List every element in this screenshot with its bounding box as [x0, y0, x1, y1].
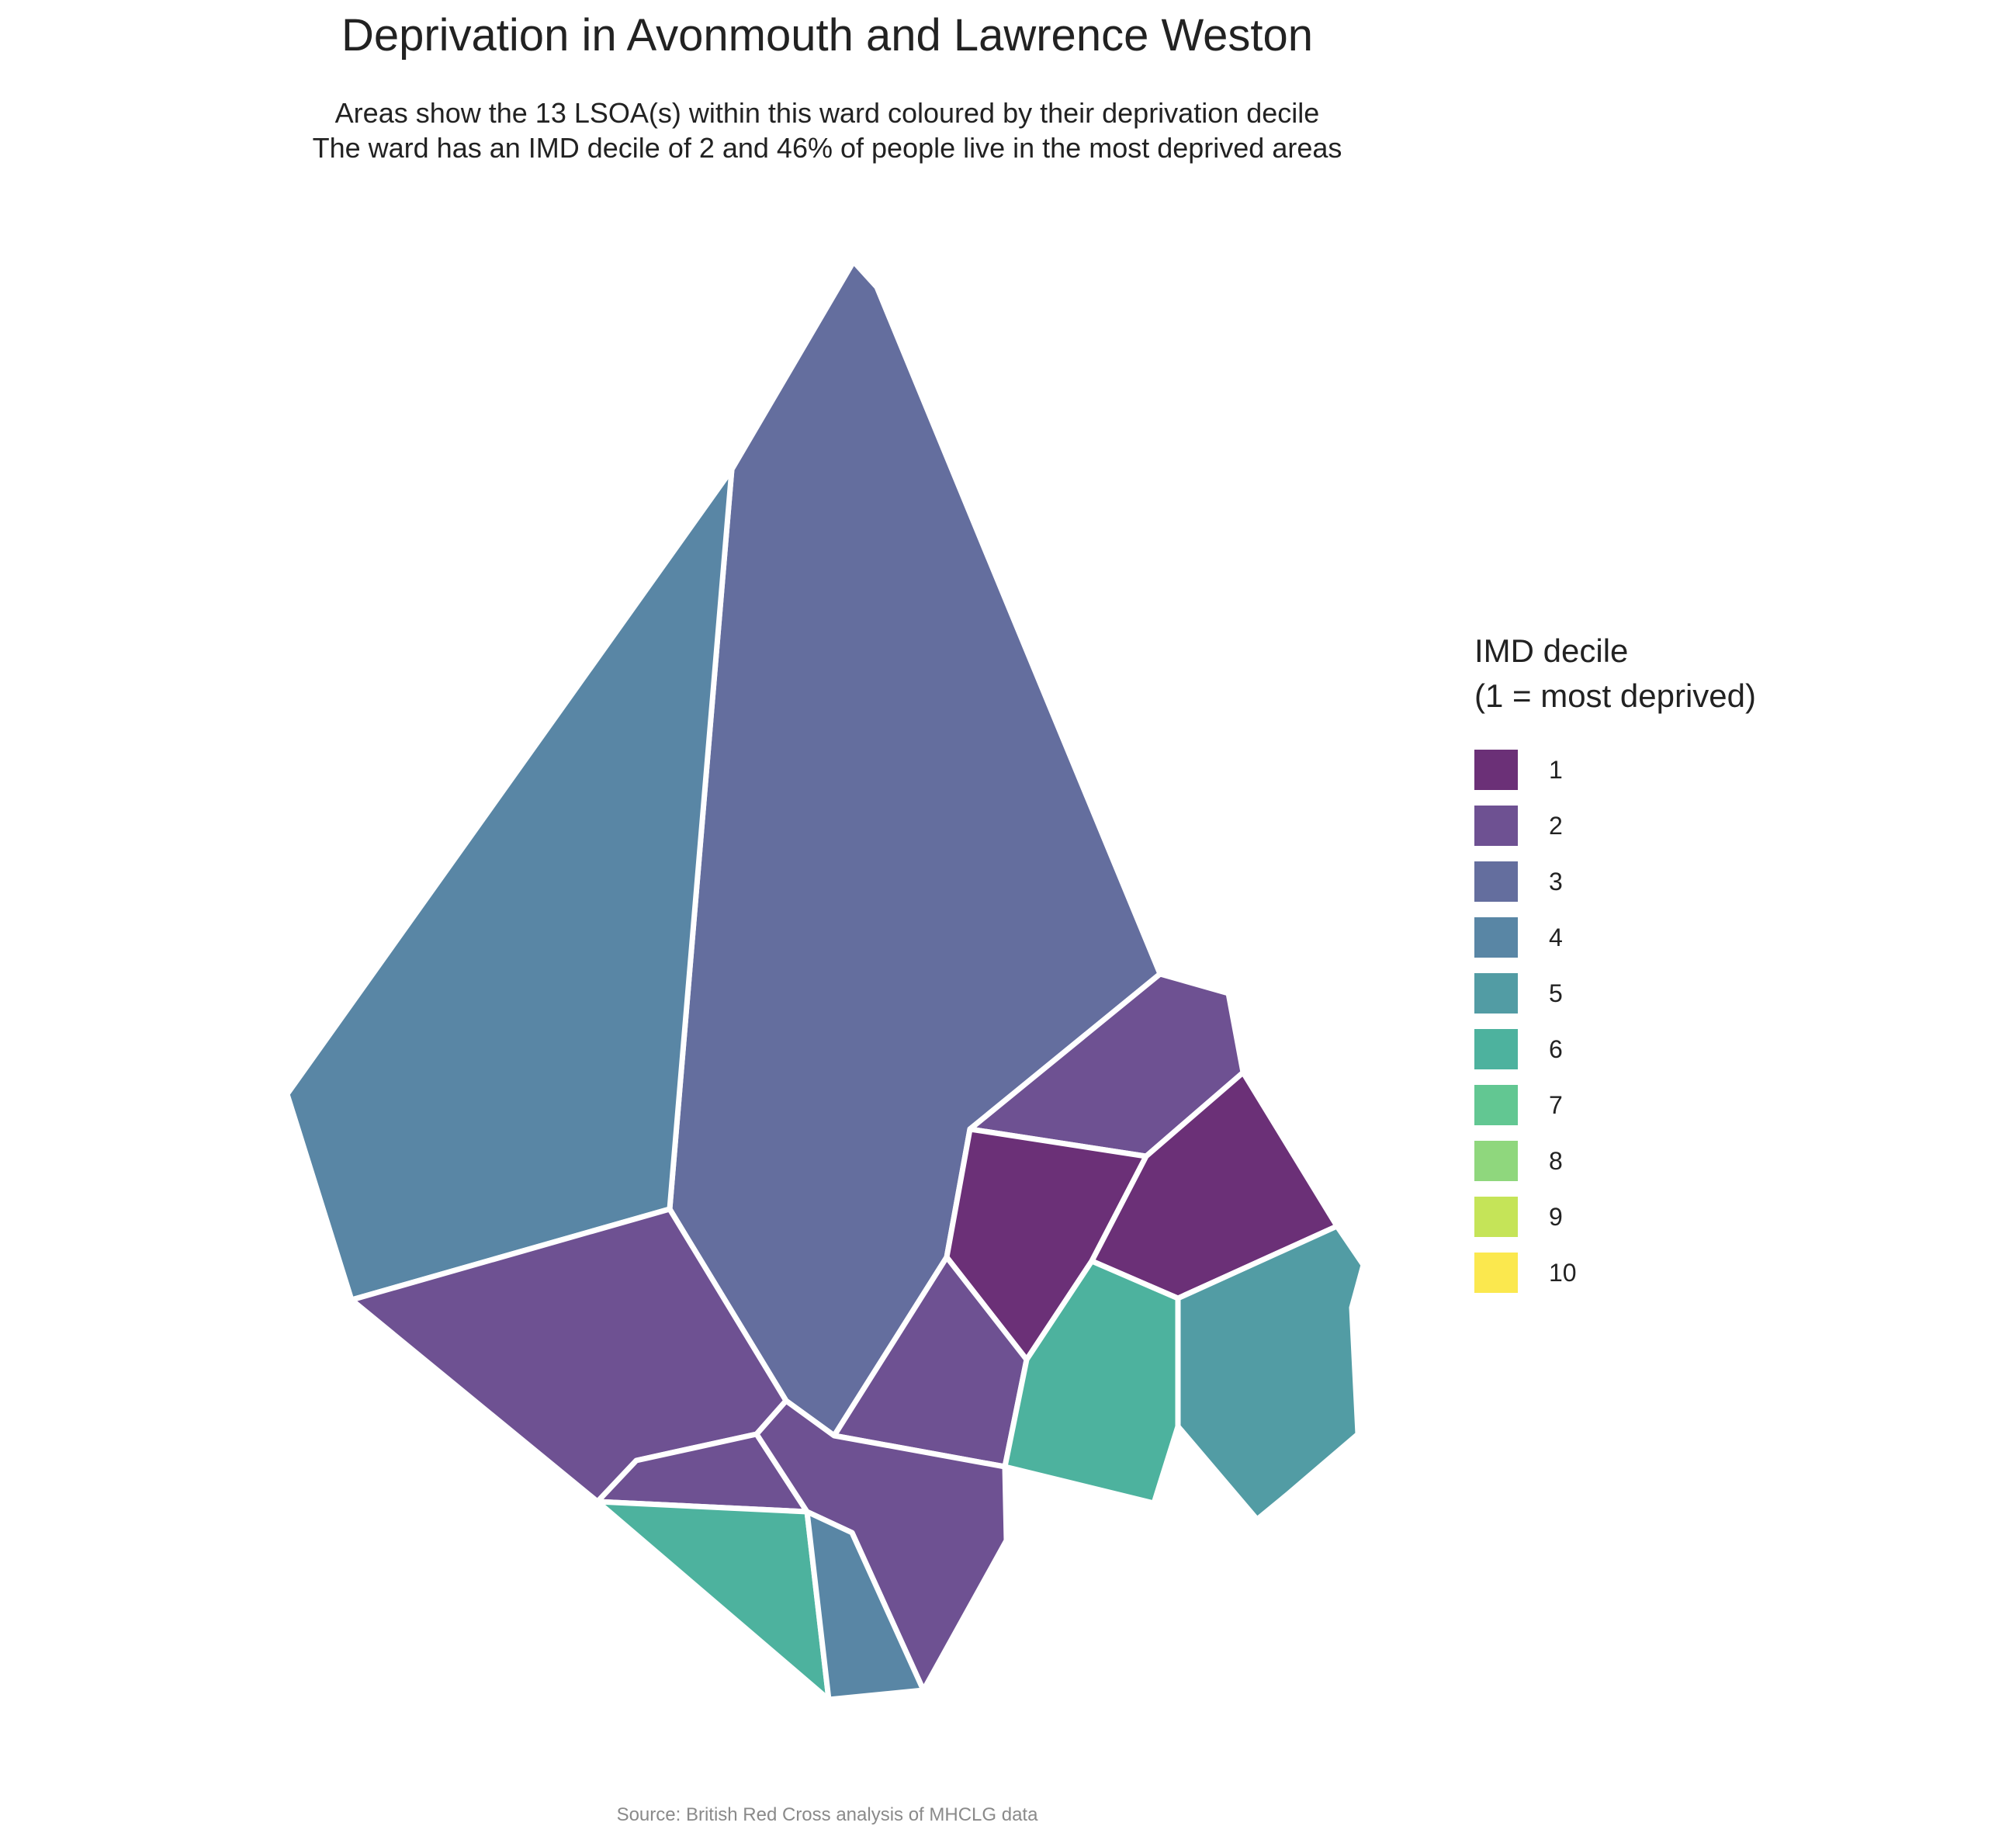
legend-item-3: 3: [1474, 854, 1756, 910]
legend-title-line1: IMD decile: [1474, 632, 1629, 669]
legend-swatch: [1474, 1141, 1518, 1181]
legend-label: 8: [1549, 1146, 1563, 1175]
chart-title: Deprivation in Avonmouth and Lawrence We…: [341, 10, 1314, 61]
legend-swatch: [1474, 861, 1518, 902]
legend-item-7: 7: [1474, 1077, 1756, 1133]
legend-label: 2: [1549, 811, 1563, 840]
legend-swatch: [1474, 1253, 1518, 1293]
chart-subtitle-line1: Areas show the 13 LSOA(s) within this wa…: [334, 97, 1320, 129]
legend-label: 9: [1549, 1202, 1563, 1231]
legend-label: 7: [1549, 1090, 1563, 1119]
legend-item-4: 4: [1474, 910, 1756, 965]
legend-item-10: 10: [1474, 1245, 1756, 1301]
legend-items: 1 2 3 4 5 6 7 8 9 10: [1474, 742, 1756, 1301]
lsoa-south-tip: [804, 1509, 927, 1703]
legend-swatch: [1474, 1029, 1518, 1069]
legend-item-6: 6: [1474, 1021, 1756, 1077]
legend-item-2: 2: [1474, 798, 1756, 854]
legend-label: 1: [1549, 755, 1563, 784]
legend-swatch: [1474, 917, 1518, 958]
legend-swatch: [1474, 806, 1518, 846]
legend-title-line2: (1 = most deprived): [1474, 677, 1756, 714]
lsoa-southwest-green: [594, 1499, 832, 1703]
legend-label: 10: [1549, 1258, 1577, 1287]
legend-swatch: [1474, 973, 1518, 1014]
legend-item-1: 1: [1474, 742, 1756, 798]
legend-swatch: [1474, 750, 1518, 790]
legend-swatch: [1474, 1197, 1518, 1237]
legend-title: IMD decile (1 = most deprived): [1474, 629, 1756, 719]
legend-swatch: [1474, 1085, 1518, 1125]
legend-item-5: 5: [1474, 965, 1756, 1021]
legend-label: 3: [1549, 867, 1563, 896]
legend: IMD decile (1 = most deprived) 1 2 3 4 5 6 7 8 9…: [1474, 629, 1756, 1301]
legend-item-9: 9: [1474, 1189, 1756, 1245]
legend-label: 5: [1549, 979, 1563, 1007]
legend-label: 6: [1549, 1034, 1563, 1063]
lsoa-far-east: [1175, 1223, 1367, 1523]
legend-label: 4: [1549, 923, 1563, 951]
chart-subtitle-line2: The ward has an IMD decile of 2 and 46% …: [312, 132, 1342, 164]
source-caption: Source: British Red Cross analysis of MH…: [616, 1804, 1038, 1825]
lsoa-west-large: [284, 466, 735, 1303]
legend-item-8: 8: [1474, 1133, 1756, 1189]
